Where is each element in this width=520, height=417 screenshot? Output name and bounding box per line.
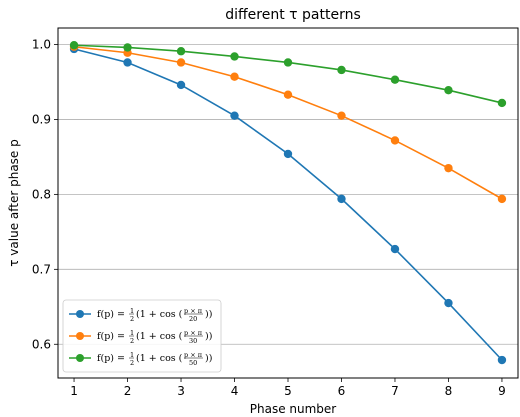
y-axis: 0.6 0.7 0.8 0.9 1.0 [32, 37, 58, 351]
legend-label: f(p) = [97, 353, 125, 364]
series-group [69, 41, 507, 365]
legend-marker [76, 332, 84, 340]
legend-label: p × π [184, 351, 203, 359]
x-tick-label: 3 [177, 384, 185, 398]
y-tick-label: 0.7 [32, 262, 51, 276]
legend-label: 30 [189, 337, 197, 345]
y-tick-label: 1.0 [32, 37, 51, 51]
legend-label: 20 [189, 315, 197, 323]
data-point [230, 111, 239, 120]
data-point [230, 52, 239, 61]
data-point [283, 58, 293, 67]
legend-label: p × π [184, 329, 203, 337]
legend-label: 1 [130, 351, 134, 359]
data-point [337, 111, 346, 120]
x-tick-label: 9 [498, 384, 506, 398]
data-point [176, 80, 186, 90]
data-point [390, 136, 400, 145]
legend-label: f(p) = [97, 331, 125, 342]
legend-label: (1 + cos ( [136, 309, 183, 320]
data-point [176, 47, 186, 56]
legend-label: 1 [130, 329, 134, 337]
x-tick-label: 2 [124, 384, 132, 398]
x-tick-label: 7 [391, 384, 399, 398]
legend-label: )) [205, 331, 212, 342]
x-axis-label: Phase number [250, 402, 337, 416]
legend-box [62, 299, 222, 373]
legend-label: 2 [130, 359, 134, 367]
x-tick-label: 8 [445, 384, 453, 398]
x-tick-label: 4 [231, 384, 239, 398]
x-tick-label: 5 [284, 384, 292, 398]
data-point [69, 41, 79, 50]
series-3 [69, 41, 507, 108]
data-point [230, 72, 239, 81]
y-tick-label: 0.8 [32, 187, 51, 201]
data-point [337, 194, 346, 204]
data-point [497, 98, 507, 108]
legend-marker [76, 354, 84, 362]
grid-lines [58, 44, 518, 345]
data-point [497, 194, 507, 204]
y-axis-label: τ value after phase p [7, 139, 21, 266]
data-point [123, 58, 132, 67]
legend-label: p × π [184, 307, 203, 315]
series-1 [69, 44, 507, 365]
legend-label: 1 [130, 307, 134, 315]
data-point [176, 58, 186, 67]
data-point [497, 355, 507, 365]
data-point [444, 298, 453, 308]
data-point [390, 244, 400, 254]
legend: f(p) = 12 (1 + cos (p × π20))f(p) = 12 (1 … [62, 299, 222, 373]
legend-label: f(p) = [97, 309, 125, 320]
legend-label: 50 [189, 359, 197, 367]
legend-entry: f(p) = 12 (1 + cos (p × π20)) [69, 307, 212, 323]
data-point [444, 86, 453, 95]
data-point [283, 149, 293, 159]
x-tick-label: 6 [338, 384, 346, 398]
chart-title: different τ patterns [225, 7, 361, 23]
legend-label: 2 [130, 315, 134, 323]
legend-label: )) [205, 309, 212, 320]
legend-entry: f(p) = 12 (1 + cos (p × π30)) [69, 329, 212, 345]
x-axis: 1 2 3 4 5 6 7 8 9 [70, 378, 506, 398]
legend-marker [76, 310, 84, 318]
y-tick-label: 0.9 [32, 112, 51, 126]
data-point [337, 65, 346, 75]
data-point [123, 43, 132, 52]
legend-label: (1 + cos ( [136, 353, 183, 364]
data-point [390, 75, 400, 84]
series-line [73, 45, 503, 200]
data-point [444, 163, 453, 173]
legend-entry: f(p) = 12 (1 + cos (p × π50)) [69, 351, 212, 367]
y-tick-label: 0.6 [32, 337, 51, 351]
legend-label: 2 [130, 337, 134, 345]
x-tick-label: 1 [70, 384, 78, 398]
legend-label: (1 + cos ( [136, 331, 183, 342]
data-point [283, 90, 293, 99]
legend-label: )) [205, 353, 212, 364]
